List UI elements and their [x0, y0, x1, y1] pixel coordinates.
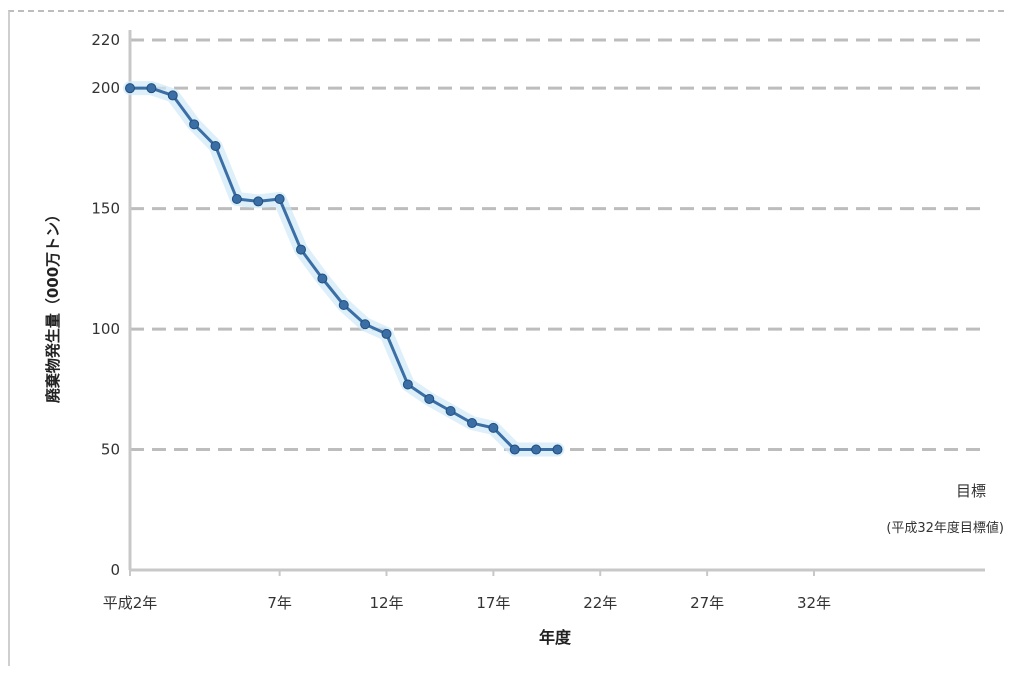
data-point [253, 196, 264, 207]
target-marker-label: 目標 [956, 482, 986, 500]
data-point [381, 328, 392, 339]
x-tick-label: 12年 [369, 594, 403, 612]
y-tick-label: 220 [91, 31, 120, 49]
y-tick-label: 100 [91, 320, 120, 338]
y-tick-label: 0 [110, 561, 120, 579]
data-point [509, 444, 520, 455]
data-point [338, 300, 349, 310]
data-point [274, 194, 285, 204]
data-point [125, 83, 135, 94]
grid-lines [130, 38, 985, 452]
data-point [531, 444, 542, 455]
y-tick-label: 150 [91, 200, 120, 218]
data-point [189, 119, 200, 130]
series-line [130, 86, 558, 452]
data-point [210, 141, 221, 151]
data-point [317, 273, 328, 284]
data-point [467, 418, 477, 429]
series-glow [123, 81, 565, 457]
data-point [360, 319, 371, 330]
x-tick-label: 平成2年 [103, 594, 158, 612]
data-point [231, 194, 242, 204]
data-point [424, 393, 435, 404]
x-tick-label: 17年 [476, 594, 510, 612]
y-tick-label: 50 [101, 441, 120, 459]
x-tick-label: 32年 [797, 594, 831, 612]
x-tick-label: 7年 [267, 594, 292, 612]
series [123, 81, 565, 457]
x-axis-label: 年度 [539, 628, 572, 647]
x-tick-label: 27年 [690, 594, 724, 612]
chart-frame [8, 10, 1004, 666]
data-point [167, 90, 178, 101]
data-point [296, 244, 306, 255]
y-tick-label: 200 [91, 79, 120, 97]
y-axis-label: 廃棄物発生量（000万トン） [44, 207, 62, 403]
data-point [402, 379, 413, 390]
tick-labels: 0 50 100 150 200 220 平成2年 7年 12年 17年 22年 27年 32年 [91, 31, 831, 612]
axes [128, 30, 985, 576]
x-tick-label: 22年 [583, 594, 617, 612]
data-point [146, 83, 157, 94]
data-point [445, 406, 456, 416]
target-annotation: (平成32年度目標値) [886, 520, 1004, 536]
data-point [552, 444, 563, 455]
data-point [488, 422, 499, 433]
